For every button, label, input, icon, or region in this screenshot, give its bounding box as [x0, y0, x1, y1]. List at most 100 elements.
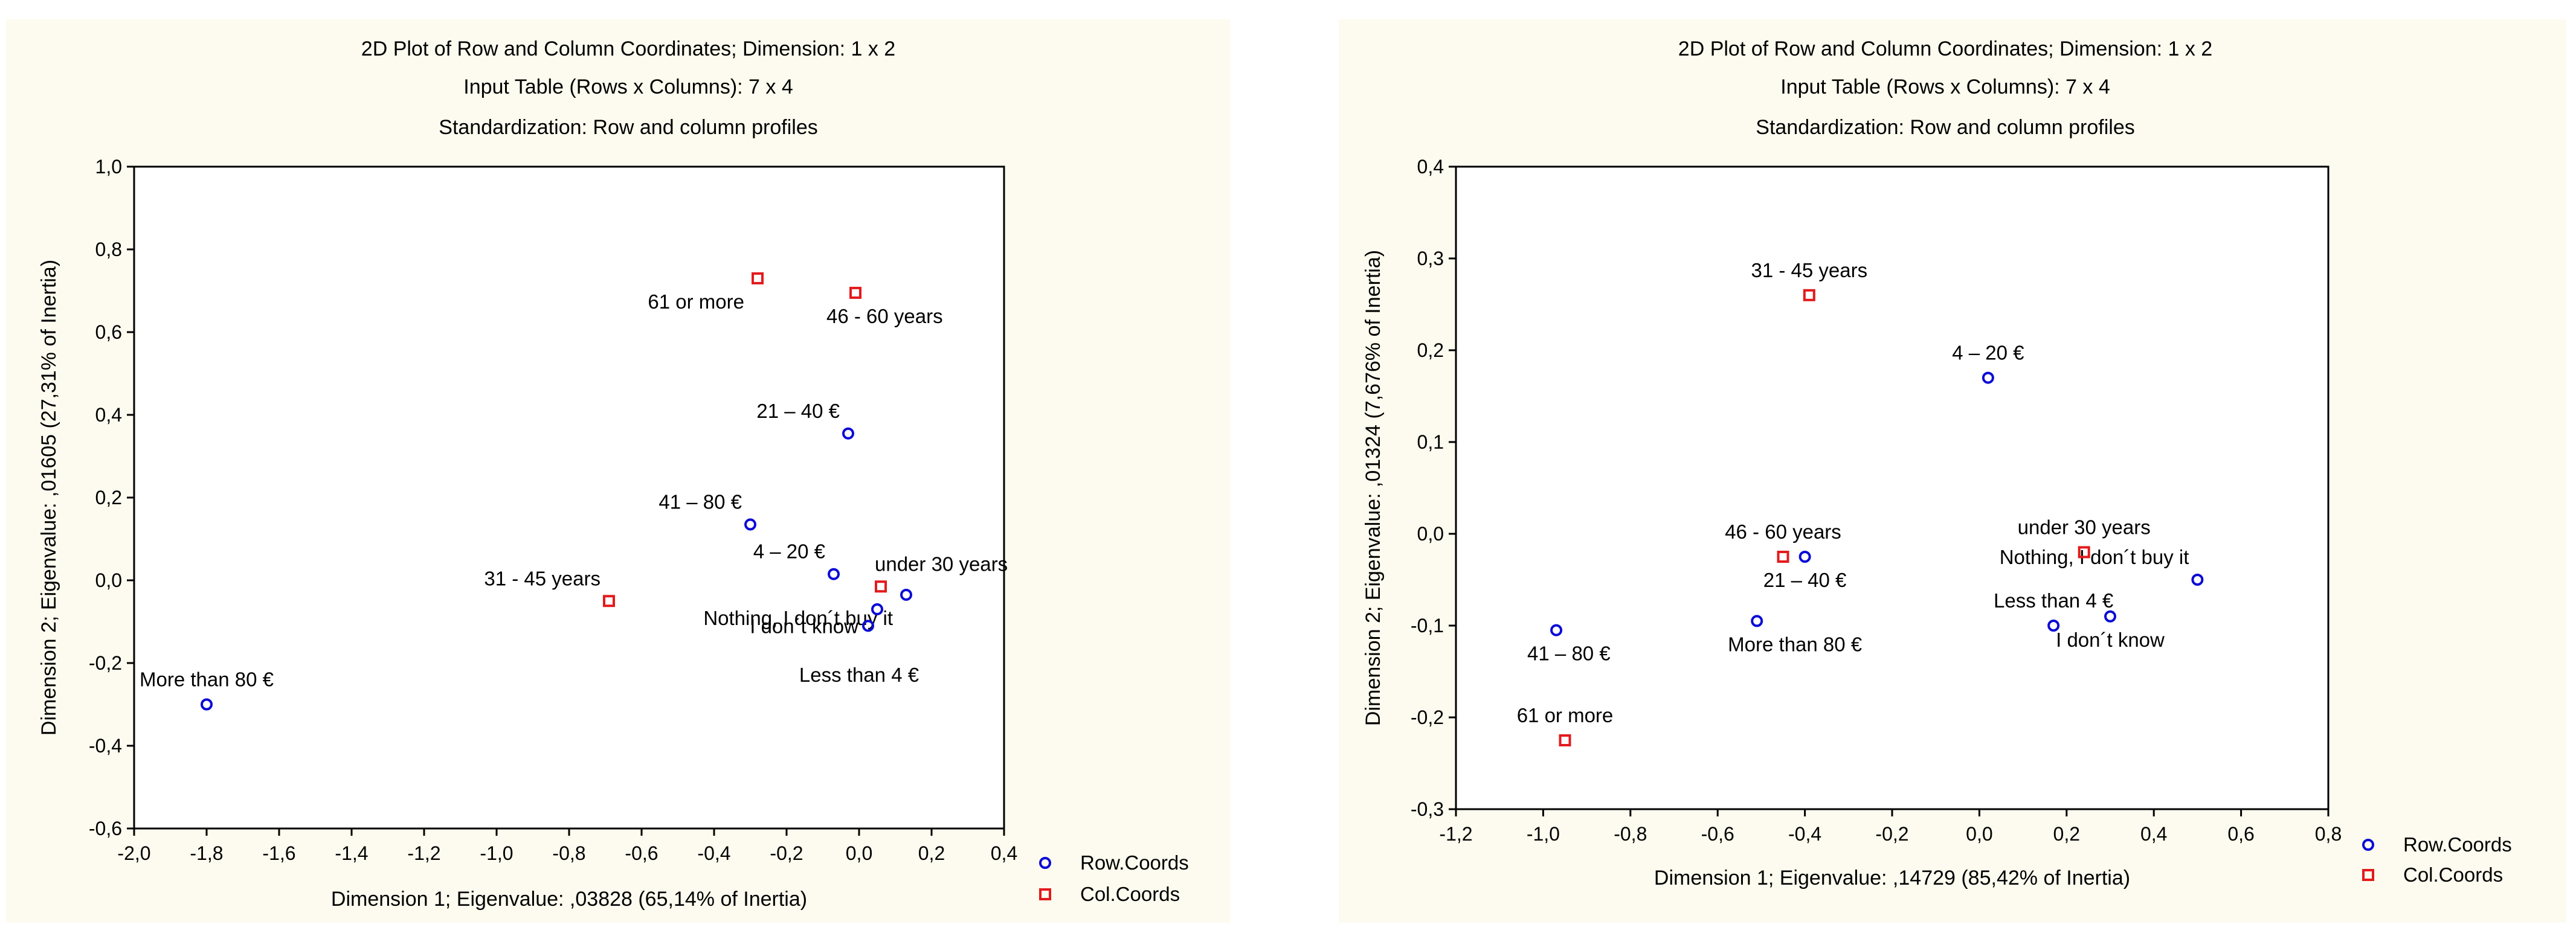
x-axis-label: Dimension 1; Eigenvalue: ,03828 (65,14% … [331, 888, 807, 911]
y-tick-label: 0,3 [1417, 248, 1444, 269]
chart-title-line: 2D Plot of Row and Column Coordinates; D… [361, 37, 895, 60]
row-coord-point [1550, 624, 1563, 636]
row-coord-point [1751, 615, 1763, 627]
plot-area [1455, 165, 2330, 810]
row-coord-point [2191, 574, 2204, 586]
row-coord-point [744, 518, 756, 531]
row-coord-point [2047, 620, 2060, 632]
y-tick-label: 0,0 [95, 569, 122, 591]
col-coord-point [752, 272, 764, 284]
y-tick-label: 0,6 [95, 321, 122, 343]
x-tick-label: -2,0 [117, 842, 150, 864]
y-tick-label: 0,4 [95, 404, 122, 426]
row-coord-point [862, 620, 874, 632]
x-tick-label: -1,0 [1527, 823, 1560, 845]
point-label: More than 80 € [1728, 633, 1862, 655]
col-coord-point [1559, 734, 1571, 746]
point-label: Less than 4 € [1994, 589, 2113, 612]
point-label: 41 – 80 € [658, 491, 742, 513]
y-tick-label: 1,0 [95, 156, 122, 178]
legend-square-icon [2362, 869, 2374, 881]
x-tick-label: -0,4 [1788, 823, 1821, 845]
row-coord-point [900, 588, 912, 601]
row-coord-point [1798, 551, 1811, 563]
row-coord-point [1982, 371, 1994, 384]
point-label: 21 – 40 € [1763, 569, 1847, 591]
point-label: Nothing, I don´t buy it [703, 607, 893, 629]
col-coord-point [875, 580, 887, 593]
col-coord-point [849, 286, 861, 299]
point-label: 4 – 20 € [753, 540, 825, 563]
point-label: under 30 years [2018, 516, 2151, 538]
chart-2: 2D Plot of Row and Column Coordinates; D… [1339, 19, 2566, 923]
x-tick-label: 0,4 [991, 842, 1017, 864]
point-label: Less than 4 € [799, 664, 919, 686]
y-axis-label: Dimension 2; Eigenvalue: ,01605 (27,31% … [37, 260, 60, 735]
row-coord-point [871, 603, 883, 615]
col-coord-point [1777, 551, 1789, 563]
x-tick-label: 0,4 [2140, 823, 2167, 845]
point-label: 31 - 45 years [484, 567, 601, 589]
y-tick-label: -0,2 [89, 652, 122, 674]
x-tick-label: -0,6 [625, 842, 658, 864]
x-tick-label: -0,6 [1701, 823, 1734, 845]
x-tick-label: -0,2 [770, 842, 803, 864]
y-tick-label: 0,4 [1417, 156, 1444, 178]
x-tick-label: 0,2 [918, 842, 945, 864]
chart-title-line: Input Table (Rows x Columns): 7 x 4 [463, 75, 793, 98]
col-coord-point [1803, 289, 1815, 301]
x-tick-label: -1,2 [407, 842, 440, 864]
legend-square-icon [1039, 888, 1051, 900]
legend-label: Col.Coords [1080, 883, 1180, 905]
point-label: I don´t know [2056, 629, 2165, 651]
y-tick-label: -0,2 [1411, 707, 1444, 728]
x-tick-label: 0,0 [846, 842, 872, 864]
legend-label: Row.Coords [2403, 833, 2512, 856]
y-tick-label: 0,2 [95, 487, 122, 508]
y-tick-label: 0,8 [95, 239, 122, 260]
y-tick-label: 0,2 [1417, 339, 1444, 361]
chart-title-line: Input Table (Rows x Columns): 7 x 4 [1780, 75, 2110, 98]
plot-area [133, 165, 1005, 830]
col-coord-point [603, 595, 615, 607]
x-tick-label: -0,2 [1875, 823, 1908, 845]
x-tick-label: -1,6 [262, 842, 295, 864]
point-label: 61 or more [1517, 704, 1614, 726]
legend-circle-icon [1039, 857, 1051, 869]
row-coord-point [828, 568, 840, 580]
x-tick-label: 0,8 [2315, 823, 2342, 845]
chart-title-line: 2D Plot of Row and Column Coordinates; D… [1678, 37, 2212, 60]
x-tick-label: 0,2 [2053, 823, 2080, 845]
point-label: under 30 years [875, 553, 1008, 575]
x-tick-label: 0,0 [1966, 823, 1992, 845]
point-label: 46 - 60 years [1725, 521, 1841, 543]
x-tick-label: -1,8 [190, 842, 223, 864]
y-tick-label: -0,4 [89, 735, 122, 757]
row-coord-point [2104, 610, 2116, 623]
y-axis-label: Dimension 2; Eigenvalue: ,01324 (7,676% … [1362, 250, 1385, 726]
x-tick-label: -1,2 [1439, 823, 1472, 845]
y-tick-label: -0,6 [89, 818, 122, 839]
y-tick-label: 0,1 [1417, 431, 1444, 453]
col-coord-point [2078, 546, 2090, 559]
point-label: 21 – 40 € [756, 400, 840, 422]
point-label: 41 – 80 € [1527, 643, 1611, 665]
y-tick-label: 0,0 [1417, 523, 1444, 545]
row-coord-point [842, 427, 854, 440]
x-axis-label: Dimension 1; Eigenvalue: ,14729 (85,42% … [1654, 867, 2130, 889]
point-label: Nothing, I don´t buy it [2000, 546, 2189, 568]
point-label: 31 - 45 years [1751, 259, 1868, 281]
legend-label: Row.Coords [1080, 851, 1189, 874]
x-tick-label: -0,4 [697, 842, 730, 864]
legend-circle-icon [2362, 839, 2374, 851]
chart-1: 2D Plot of Row and Column Coordinates; D… [6, 19, 1230, 923]
point-label: I don´t know [750, 615, 858, 637]
point-label: 4 – 20 € [1952, 342, 2024, 364]
chart-title-line: Standardization: Row and column profiles [1756, 116, 2134, 139]
x-tick-label: 0,6 [2227, 823, 2254, 845]
point-label: More than 80 € [140, 668, 274, 691]
legend-label: Col.Coords [2403, 864, 2503, 886]
x-tick-label: -0,8 [1614, 823, 1647, 845]
